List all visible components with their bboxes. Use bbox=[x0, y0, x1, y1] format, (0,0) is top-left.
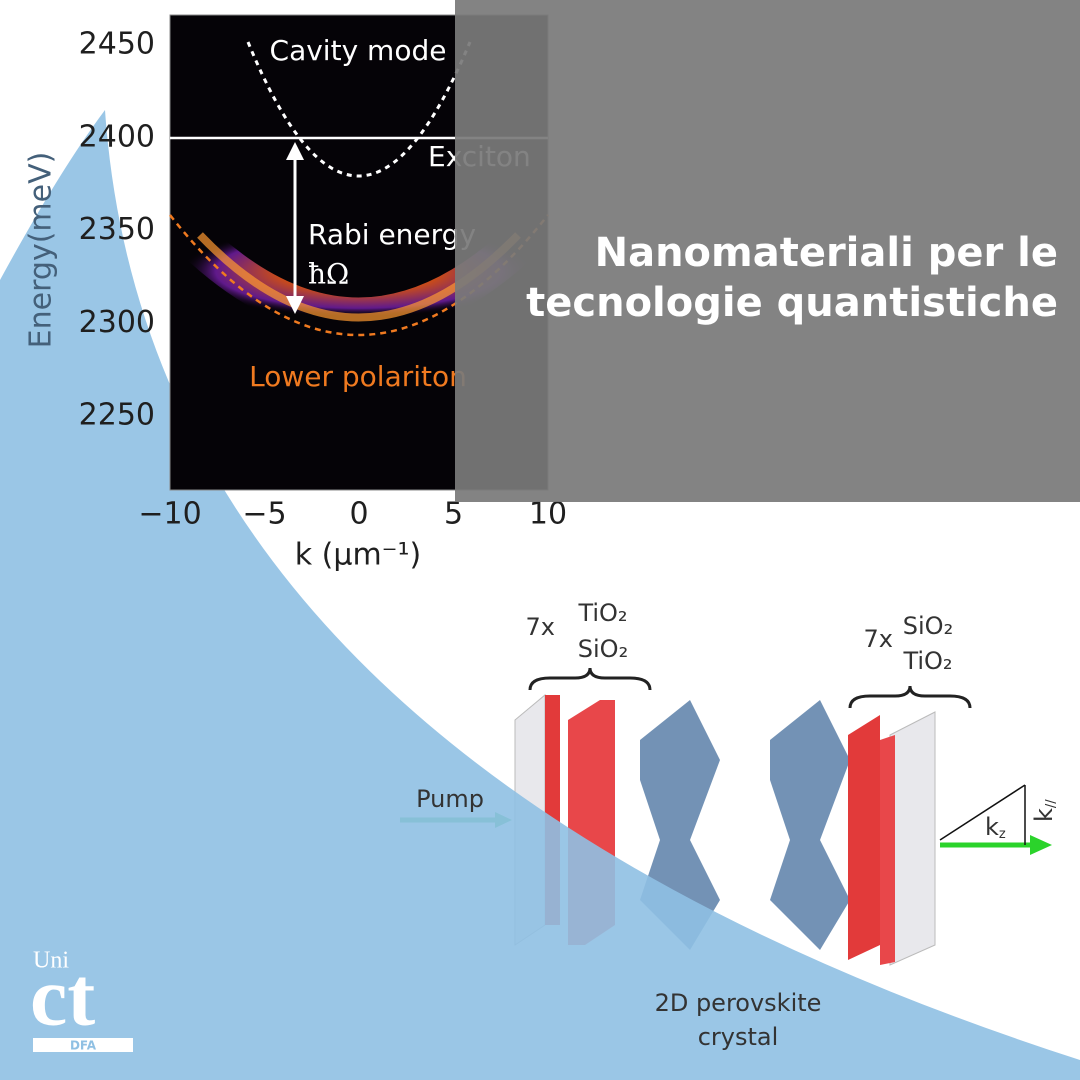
y-ticks: 2450 2400 2350 2300 2250 bbox=[79, 27, 155, 433]
logo: Uni ct DFA bbox=[30, 948, 133, 1053]
logo-main: ct bbox=[30, 950, 95, 1043]
stack-count: 7x bbox=[526, 613, 555, 641]
k-vector bbox=[939, 784, 1026, 841]
blue-sweep bbox=[0, 110, 1080, 1080]
pump-label: Pump bbox=[416, 785, 484, 813]
perovskite-layer bbox=[770, 700, 850, 950]
y-axis-label: Energy(meV) bbox=[24, 152, 59, 349]
cavity-mode bbox=[246, 41, 472, 178]
kz-sub: z bbox=[999, 827, 1006, 842]
y-tick-label: 2300 bbox=[79, 305, 155, 340]
mirror-red bbox=[880, 735, 895, 965]
headline: tecnologie quantistiche bbox=[526, 280, 1058, 326]
output-arrowhead bbox=[1030, 835, 1052, 855]
y-tick-label: 2250 bbox=[79, 398, 155, 433]
kpar-base: k bbox=[1030, 808, 1058, 822]
x-axis-label: k (μm⁻¹) bbox=[295, 538, 422, 573]
x-tick-label: −10 bbox=[138, 497, 201, 532]
polariton-label: Lower polariton bbox=[249, 360, 467, 393]
rabi-label: Rabi energy bbox=[308, 218, 476, 251]
kz-base: k bbox=[985, 813, 999, 841]
x-tick-label: 10 bbox=[529, 497, 567, 532]
brace bbox=[528, 667, 652, 691]
crystal-label: crystal bbox=[698, 1023, 779, 1051]
y-tick-label: 2400 bbox=[79, 119, 155, 154]
stack-layer: TiO₂ bbox=[577, 599, 627, 627]
logo-bottom: DFA bbox=[70, 1039, 97, 1053]
y-tick-label: 2350 bbox=[79, 212, 155, 247]
x-tick-label: 0 bbox=[349, 497, 368, 532]
x-ticks: −10 −5 0 5 10 bbox=[138, 497, 567, 532]
crystal-label: 2D perovskite bbox=[655, 989, 822, 1017]
mirror-red bbox=[848, 715, 880, 960]
rabi-arrowhead bbox=[286, 296, 304, 314]
mirror bbox=[889, 711, 936, 966]
headline-panel bbox=[455, 0, 1080, 502]
stack-layer: SiO₂ bbox=[903, 612, 953, 640]
kz-label: kz bbox=[985, 813, 1006, 842]
x-tick-label: 5 bbox=[444, 497, 463, 532]
kpar-label: k// bbox=[1030, 799, 1059, 822]
cavity-label: Cavity mode bbox=[270, 34, 447, 67]
logo-bar bbox=[33, 1038, 133, 1052]
y-tick-label: 2450 bbox=[79, 27, 155, 62]
headline: Nanomateriali per le bbox=[595, 230, 1058, 276]
hbar-label: ħΩ bbox=[308, 258, 349, 291]
kpar-sub: // bbox=[1044, 799, 1059, 808]
stack-layer: TiO₂ bbox=[902, 647, 952, 675]
rabi-arrowhead bbox=[286, 142, 304, 160]
brace bbox=[848, 685, 972, 709]
logo-top: Uni bbox=[33, 948, 69, 974]
x-tick-label: −5 bbox=[242, 497, 286, 532]
stack-count: 7x bbox=[864, 625, 893, 653]
stack-layer: SiO₂ bbox=[578, 635, 628, 663]
